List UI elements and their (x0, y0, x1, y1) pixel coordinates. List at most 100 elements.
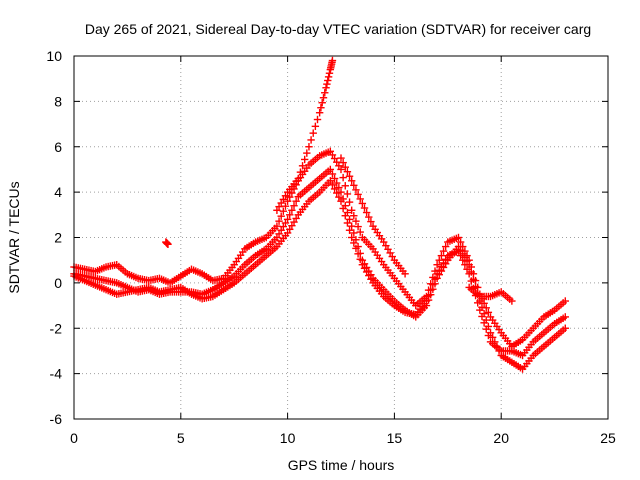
x-axis-label: GPS time / hours (288, 457, 395, 473)
data-point (358, 199, 367, 208)
data-point (476, 306, 484, 314)
y-axis-label: SDTVAR / TECUs (6, 181, 22, 293)
data-point (437, 251, 446, 260)
data-point (461, 261, 469, 269)
y-tick-label: 0 (54, 275, 62, 291)
y-tick-label: 2 (54, 230, 62, 246)
x-tick-label: 10 (280, 430, 296, 446)
data-point (347, 222, 356, 230)
axis-ticks (73, 55, 609, 420)
data-point (305, 143, 313, 151)
data-point (318, 99, 326, 107)
data-point (454, 233, 463, 242)
data-point (279, 207, 288, 215)
data-point (365, 213, 373, 221)
data-point (324, 76, 332, 85)
y-tick-label: -2 (50, 320, 63, 336)
data-point (339, 173, 347, 182)
data-point (309, 129, 317, 137)
data-point (277, 212, 285, 220)
data-point (325, 69, 334, 77)
data-point (347, 206, 356, 214)
data-point (300, 155, 309, 164)
data-point (350, 229, 358, 237)
data-point (324, 73, 333, 81)
data-point (561, 324, 569, 332)
data-point (337, 165, 345, 174)
x-tick-label: 15 (387, 430, 403, 446)
data-point (326, 165, 335, 174)
data-point (456, 251, 465, 260)
data-point (275, 217, 283, 225)
data-point (347, 177, 356, 185)
y-tick-label: 8 (54, 93, 62, 109)
chart-title: Day 265 of 2021, Sidereal Day-to-day VTE… (85, 21, 591, 37)
data-point (350, 181, 358, 190)
data-point (345, 172, 354, 180)
data-point (343, 190, 352, 198)
data-point (441, 242, 450, 251)
data-point (439, 247, 448, 255)
data-point (283, 215, 292, 224)
data-point (337, 197, 345, 205)
data-point (341, 182, 349, 190)
data-point (356, 228, 364, 236)
data-point (482, 325, 490, 333)
data-point (352, 186, 360, 194)
data-point (164, 240, 172, 249)
data-point (356, 195, 364, 203)
data-point (298, 162, 307, 170)
y-tick-label: -6 (50, 411, 63, 427)
data-point (283, 197, 292, 205)
data-point (290, 202, 298, 210)
data-point (333, 189, 341, 197)
data-point (401, 270, 409, 278)
data-point (307, 136, 315, 144)
data-point (435, 256, 443, 264)
data-point (341, 163, 349, 171)
data-point (296, 168, 305, 176)
data-point (360, 204, 369, 212)
data-point (343, 168, 352, 176)
data-point (328, 56, 337, 65)
data-point (508, 297, 516, 305)
data-point (313, 115, 322, 124)
data-point (294, 174, 302, 183)
data-point (427, 286, 435, 294)
data-point (454, 247, 463, 255)
data-point (463, 265, 471, 273)
data-point (319, 94, 328, 102)
data-point (352, 244, 360, 253)
data-point (341, 212, 349, 220)
x-tick-label: 25 (600, 430, 616, 446)
data-point (330, 174, 339, 183)
data-point (333, 179, 341, 187)
x-tick-label: 5 (177, 430, 185, 446)
grid-lines (74, 56, 608, 419)
data-point (465, 270, 473, 278)
y-tick-label: 10 (46, 48, 62, 64)
y-tick-label: 4 (54, 184, 62, 200)
data-point (488, 333, 497, 342)
data-point (339, 204, 347, 213)
y-tick-labels: -6 -4 -2 0 2 4 6 8 10 (46, 48, 62, 427)
data-point (323, 80, 331, 88)
data-point (350, 239, 358, 247)
data-point (328, 181, 337, 189)
data-point (422, 297, 431, 305)
y-tick-label: 6 (54, 139, 62, 155)
data-point (367, 217, 375, 226)
data-point (561, 297, 569, 305)
data-point (480, 319, 488, 327)
data-point (315, 109, 324, 117)
data-point (311, 122, 320, 131)
data-point (350, 212, 358, 220)
data-point (345, 226, 354, 234)
data-point (330, 185, 339, 193)
data-point (354, 222, 362, 231)
data-point (343, 219, 352, 227)
data-point (480, 299, 488, 307)
data-point (281, 202, 290, 210)
data-point (456, 238, 465, 246)
